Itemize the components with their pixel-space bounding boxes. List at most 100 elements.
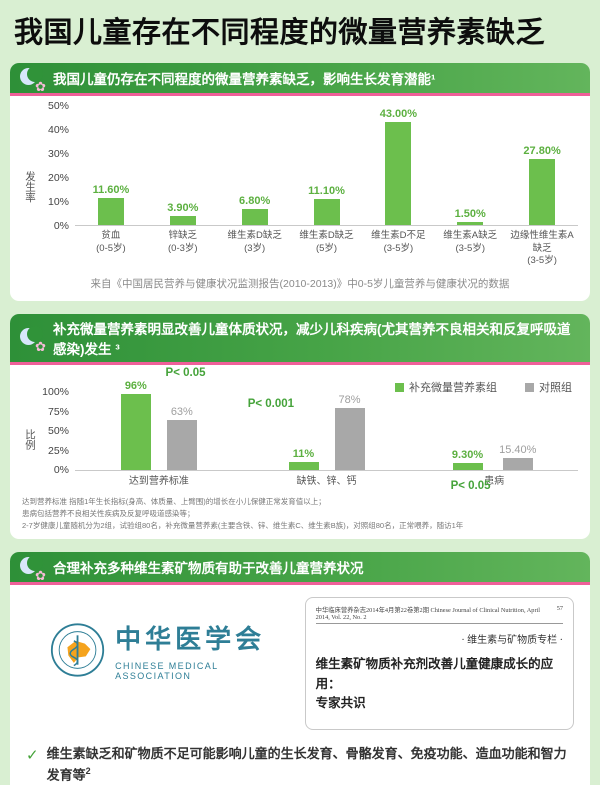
- panel-supplementation-effect: 补充微量营养素明显改善儿童体质状况，减少儿科疾病(尤其营养不良相关和反复呼吸道感…: [10, 314, 590, 540]
- bar: [313, 198, 340, 226]
- chart2-bar-group: 9.30% 15.40% P< 0.05: [410, 444, 578, 492]
- bar: [529, 158, 556, 226]
- panel-expert-consensus: 合理补充多种维生素矿物质有助于改善儿童营养状况 中华医学会 CHINESE ME…: [10, 552, 590, 785]
- bar: [457, 221, 484, 226]
- y-tick-label: 50%: [47, 425, 69, 438]
- category-label: 边缘性维生素A缺乏 (3-5岁): [510, 230, 574, 267]
- panel1-header: 我国儿童仍存在不同程度的微量营养素缺乏，影响生长发育潜能¹: [10, 63, 590, 97]
- chart1-category-labels: 贫血 (0-5岁) 锌缺乏 (0-3岁) 维生素D缺乏 (3岁) 维生素D缺乏 (5岁) 维生素…: [75, 230, 578, 267]
- bar-value-label: 96%: [124, 379, 147, 392]
- bar: [288, 461, 319, 471]
- bar: [385, 122, 412, 226]
- bar: [97, 197, 124, 226]
- bar-value-label: 63%: [170, 405, 193, 418]
- bar-unit: 63%: [166, 405, 197, 471]
- y-tick-label: 30%: [47, 148, 69, 161]
- chart1-bar-group: 6.80%: [219, 195, 291, 226]
- bar: [166, 419, 197, 471]
- checkmark-icon: ✓: [26, 747, 39, 765]
- bar-value-label: 6.80%: [239, 195, 271, 208]
- cma-name-chinese: 中华医学会: [115, 625, 266, 656]
- p-value-label: P< 0.05: [165, 366, 206, 379]
- chart1: 发生率 50% 40% 30% 20% 10% 0% 11.60% 3.90% 6.80% 11…: [22, 100, 578, 267]
- bar: [120, 393, 151, 471]
- panel1-body: 发生率 50% 40% 30% 20% 10% 0% 11.60% 3.90% 6.80% 11…: [10, 96, 590, 301]
- bar: [452, 462, 483, 471]
- category-label: 患病: [484, 476, 505, 488]
- chart2-bar-group: 11% 78% P< 0.001: [243, 393, 411, 471]
- footnote-line: 2-7岁健康儿童随机分为2组，试验组80名，补充微量营养素(主要含铁、锌、维生素…: [22, 520, 464, 530]
- bar-unit: 78%: [334, 393, 365, 471]
- p-value-label: P< 0.001: [247, 397, 295, 410]
- chart1-bars: 11.60% 3.90% 6.80% 11.10% 43.00% 1.50% 27.80%: [75, 106, 578, 227]
- legend-swatch-green: [395, 382, 404, 392]
- y-tick-label: 25%: [47, 444, 69, 457]
- chart1-y-axis: 50% 40% 30% 20% 10% 0%: [39, 100, 75, 232]
- chart2-bars: 96% 63% P< 0.05 11% 78% P< 0.001 9.30% 15.40% P<…: [75, 367, 578, 492]
- journal-page-number: 57: [556, 605, 563, 613]
- bar-unit: 15.40%: [499, 444, 537, 471]
- category-label: 维生素A缺乏 (3-5岁): [443, 230, 498, 254]
- y-tick-label: 40%: [47, 124, 69, 137]
- p-value-label: P< 0.05: [450, 480, 491, 493]
- bar: [334, 407, 365, 471]
- bar-value-label: 43.00%: [379, 108, 418, 121]
- bar-value-label: 3.90%: [167, 201, 199, 214]
- category-label: 达到营养标准: [128, 476, 189, 488]
- bar-value-label: 15.40%: [499, 444, 537, 457]
- category-label: 缺铁、锌、钙: [296, 476, 357, 488]
- category-label: 维生素D缺乏 (5岁): [299, 230, 354, 254]
- y-tick-label: 75%: [47, 405, 69, 418]
- panel-deficiency-prevalence: 我国儿童仍存在不同程度的微量营养素缺乏，影响生长发育潜能¹ 发生率 50% 40%…: [10, 63, 590, 302]
- legend-item-control-group: 对照组: [525, 379, 572, 395]
- y-tick-label: 10%: [47, 196, 69, 209]
- page-title: 我国儿童存在不同程度的微量营养素缺乏: [14, 17, 546, 49]
- chart2-category-labels: 达到营养标准 缺铁、锌、钙 患病: [75, 475, 578, 488]
- panel1-header-text: 我国儿童仍存在不同程度的微量营养素缺乏，影响生长发育潜能¹: [53, 72, 436, 88]
- chart2: 比例 100% 75% 50% 25% 0% 96% 63% P< 0.05 11% 78% P<…: [22, 367, 578, 492]
- panel2-header: 补充微量营养素明显改善儿童体质状况，减少儿科疾病(尤其营养不良相关和反复呼吸道感…: [10, 314, 590, 366]
- bar: [241, 209, 268, 226]
- chart1-bar-group: 1.50%: [434, 208, 506, 226]
- chart1-bar-group: 3.90%: [147, 201, 219, 226]
- chart2-bar-group: 96% 63% P< 0.05: [75, 367, 243, 471]
- chart2-footnotes: 达到营养标准 指随1年生长指标(身高、体质量、上臂围)的增长在小儿保健正常发育值…: [22, 496, 578, 531]
- chart1-plot-area: 11.60% 3.90% 6.80% 11.10% 43.00% 1.50% 27.80% …: [75, 106, 578, 267]
- bullet-item: ✓ 维生素缺乏和矿物质不足可能影响儿童的生长发育、骨骼发育、免疫功能、造血功能和…: [26, 744, 574, 785]
- category-label: 贫血 (0-5岁): [96, 230, 126, 254]
- chart2-legend: 补充微量营养素组 对照组: [395, 379, 572, 395]
- y-tick-label: 20%: [47, 172, 69, 185]
- legend-swatch-gray: [525, 382, 534, 392]
- chart1-source-note: 来自《中国居民营养与健康状况监测报告(2010-2013)》中0-5岁儿童营养与…: [90, 278, 510, 291]
- cma-logo: 中华医学会 CHINESE MEDICAL ASSOCIATION: [50, 619, 289, 681]
- chart2-y-axis: 100% 75% 50% 25% 0%: [39, 386, 75, 476]
- moon-flower-icon: [20, 555, 44, 578]
- bar-value-label: 78%: [338, 393, 361, 406]
- bar-value-label: 11.10%: [308, 184, 345, 197]
- category-label: 维生素D缺乏 (3岁): [227, 230, 282, 254]
- cma-name-english: CHINESE MEDICAL ASSOCIATION: [115, 661, 219, 682]
- legend-item-supplement-group: 补充微量营养素组: [395, 379, 497, 395]
- chart1-bar-group: 11.10%: [291, 185, 363, 226]
- journal-masthead: 中华临床营养杂志2014年4月第22卷第2期 Chinese Journal o…: [315, 605, 563, 625]
- bar-unit: 11%: [288, 447, 319, 471]
- chart2-y-axis-label: 比例: [24, 429, 36, 451]
- bar: [502, 458, 533, 471]
- y-tick-label: 50%: [47, 100, 69, 113]
- journal-article-title: 维生素矿物质补充剂改善儿童健康成长的应用： 专家共识: [315, 657, 554, 710]
- bar-value-label: 11%: [292, 447, 315, 460]
- y-tick-label: 0%: [53, 220, 69, 233]
- panel3-body: 中华医学会 CHINESE MEDICAL ASSOCIATION 中华临床营养…: [10, 585, 590, 785]
- category-label: 锌缺乏 (0-3岁): [168, 230, 198, 254]
- moon-flower-icon: [20, 66, 44, 89]
- bar-value-label: 27.80%: [523, 144, 561, 157]
- chart2-wrapper: 补充微量营养素组 对照组 比例 100% 75% 50% 25% 0% 96% 63% P<…: [22, 367, 578, 492]
- cma-emblem-icon: [50, 623, 105, 677]
- bar-unit: 9.30%: [452, 449, 483, 471]
- journal-column-label: · 维生素与矿物质专栏 ·: [461, 635, 563, 647]
- footnote-line: 达到营养标准 指随1年生长指标(身高、体质量、上臂围)的增长在小儿保健正常发育值…: [22, 497, 326, 507]
- panel3-header: 合理补充多种维生素矿物质有助于改善儿童营养状况: [10, 552, 590, 586]
- chart1-y-axis-label: 发生率: [24, 171, 36, 203]
- footnote-line: 患病包括营养不良相关性疾病及反复呼吸道感染等；: [22, 509, 195, 518]
